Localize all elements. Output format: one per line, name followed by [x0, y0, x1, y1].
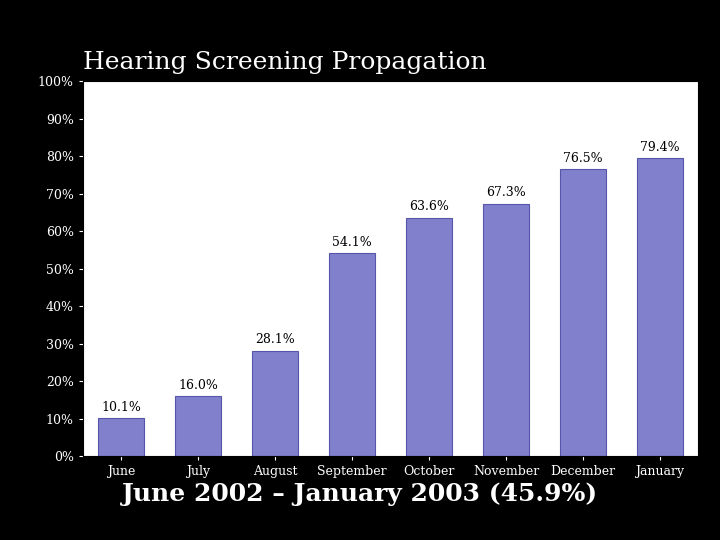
Text: 63.6%: 63.6% [409, 200, 449, 213]
Text: 54.1%: 54.1% [332, 236, 372, 249]
Text: 10.1%: 10.1% [102, 401, 141, 414]
Text: 79.4%: 79.4% [640, 141, 680, 154]
Bar [329, 253, 375, 456]
Bar [98, 418, 145, 456]
Text: 76.5%: 76.5% [563, 152, 603, 165]
Bar [252, 351, 298, 456]
Bar [637, 158, 683, 456]
Text: 67.3%: 67.3% [486, 186, 526, 199]
Bar [483, 204, 529, 456]
Bar [406, 218, 452, 456]
Text: 28.1%: 28.1% [256, 333, 295, 346]
Text: Hearing Screening Propagation: Hearing Screening Propagation [83, 51, 487, 75]
Text: 16.0%: 16.0% [179, 379, 218, 392]
Bar [175, 396, 221, 456]
Bar [560, 169, 606, 456]
Text: June 2002 – January 2003 (45.9%): June 2002 – January 2003 (45.9%) [122, 482, 598, 506]
